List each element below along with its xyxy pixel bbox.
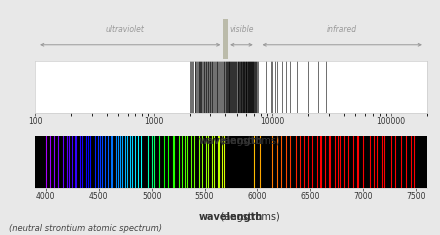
Text: infrared: infrared <box>327 25 357 35</box>
Text: visible: visible <box>229 25 254 35</box>
Text: (angstroms): (angstroms) <box>183 136 279 146</box>
Text: wavelength: wavelength <box>199 136 263 146</box>
Text: (neutral strontium atomic spectrum): (neutral strontium atomic spectrum) <box>9 224 162 233</box>
Text: wavelength: wavelength <box>199 212 263 222</box>
Bar <box>223 19 227 59</box>
Text: ultraviolet: ultraviolet <box>105 25 144 35</box>
Text: (angstroms): (angstroms) <box>183 212 279 222</box>
